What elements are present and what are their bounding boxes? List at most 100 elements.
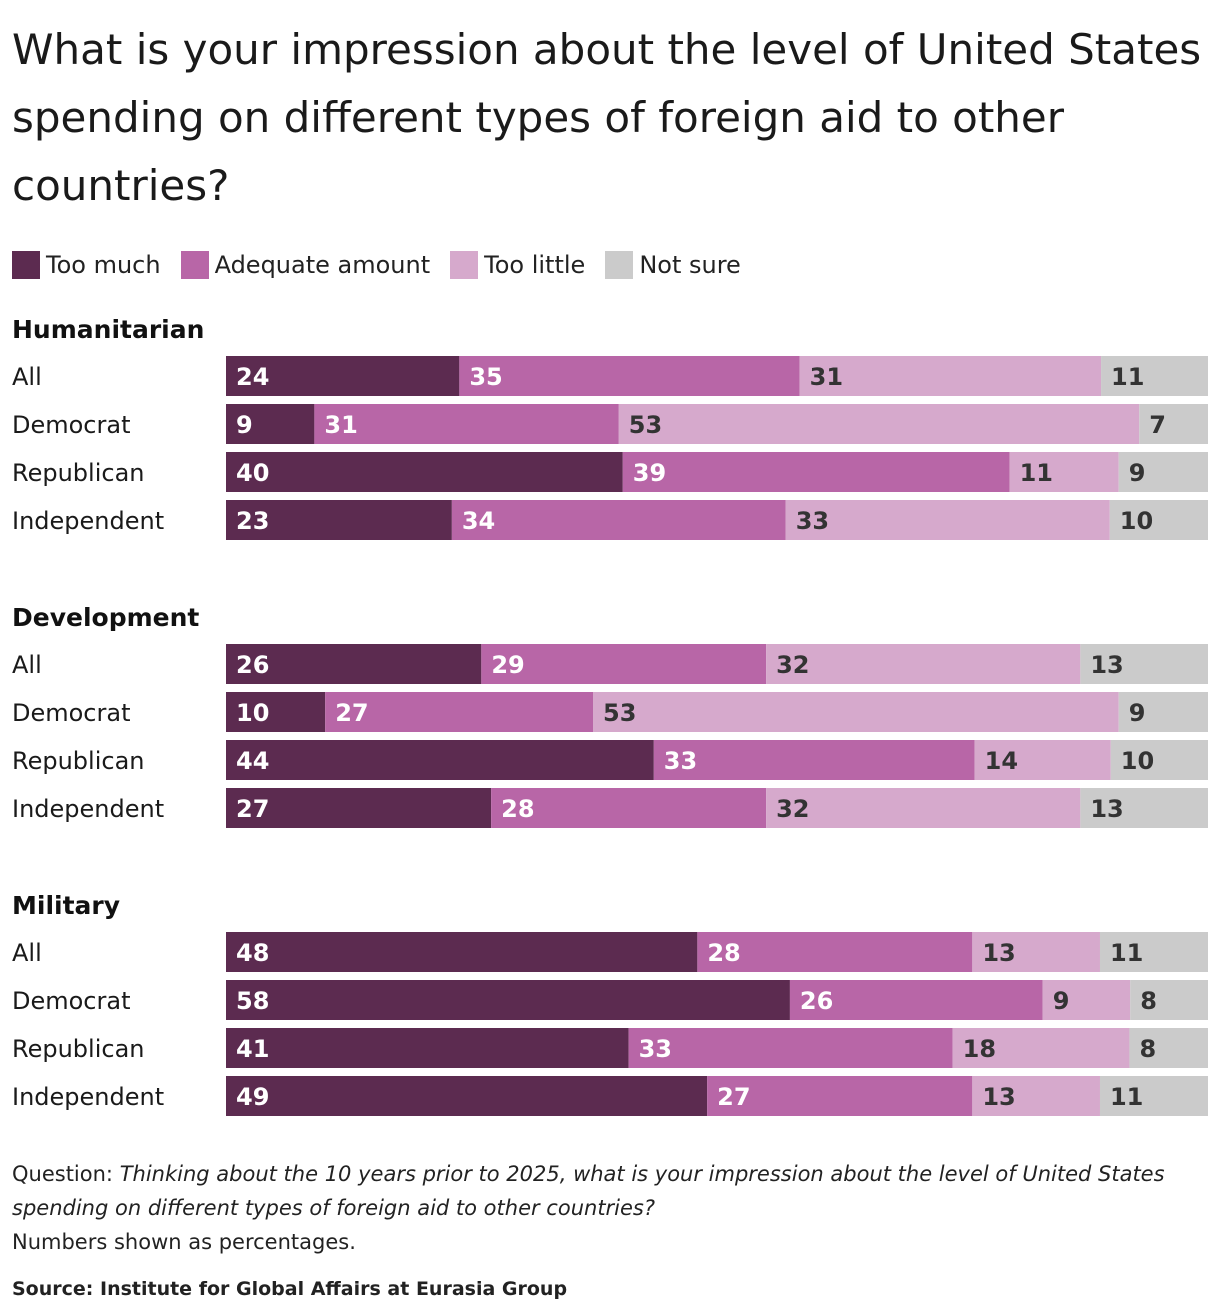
- data-label: 27: [236, 795, 269, 823]
- legend-item: Too little: [450, 251, 585, 279]
- row-label: All: [12, 939, 42, 967]
- data-label: 13: [1090, 795, 1123, 823]
- data-label: 33: [796, 507, 829, 535]
- bar-segment: [325, 692, 594, 732]
- data-label: 35: [469, 363, 502, 391]
- data-label: 9: [1053, 987, 1070, 1015]
- legend-label: Too little: [484, 251, 586, 279]
- row-label: Democrat: [12, 699, 131, 727]
- bar-segment: [766, 788, 1081, 828]
- data-label: 41: [236, 1035, 269, 1063]
- bar-segment: [1080, 788, 1208, 828]
- bar-segment: [628, 1028, 953, 1068]
- data-label: 10: [1120, 507, 1153, 535]
- data-label: 49: [236, 1083, 269, 1111]
- data-label: 34: [462, 507, 495, 535]
- data-label: 7: [1149, 411, 1166, 439]
- data-label: 28: [501, 795, 534, 823]
- group-heading: Military: [12, 891, 120, 920]
- data-label: 10: [1121, 747, 1154, 775]
- legend-label: Adequate amount: [214, 251, 431, 279]
- bar-segment: [226, 1076, 708, 1116]
- row-label: Democrat: [12, 411, 131, 439]
- bar-segment: [974, 740, 1111, 780]
- data-label: 31: [324, 411, 357, 439]
- data-label: 11: [1111, 363, 1144, 391]
- group-heading: Development: [12, 603, 199, 632]
- legend-item: Not sure: [605, 251, 741, 279]
- bar-segment: [653, 740, 975, 780]
- legend-swatch: [180, 251, 209, 279]
- bar-segment: [226, 500, 452, 540]
- data-label: 11: [1110, 1083, 1143, 1111]
- bar-segment: [618, 404, 1140, 444]
- data-label: 32: [776, 795, 809, 823]
- data-label: 8: [1139, 1035, 1156, 1063]
- legend-item: Adequate amount: [180, 251, 431, 279]
- row-label: All: [12, 651, 42, 679]
- bar-segment: [1080, 644, 1208, 684]
- bar-segment: [622, 452, 1010, 492]
- data-label: 11: [1020, 459, 1053, 487]
- legend-item: Too much: [12, 251, 161, 279]
- bar-segment: [226, 1028, 629, 1068]
- bar-segment: [226, 404, 315, 444]
- data-label: 8: [1140, 987, 1157, 1015]
- bar-segment: [972, 932, 1100, 972]
- data-label: 9: [1129, 699, 1146, 727]
- bar-segment: [226, 740, 654, 780]
- bar-segment: [226, 788, 492, 828]
- legend-swatch: [12, 251, 40, 279]
- row-label: Republican: [12, 459, 145, 487]
- data-label: 40: [236, 459, 269, 487]
- data-label: 18: [963, 1035, 996, 1063]
- bar-segment: [226, 692, 326, 732]
- source-credit: Source: Institute for Global Affairs at …: [12, 1278, 568, 1300]
- data-label: 13: [982, 939, 1015, 967]
- legend-swatch: [605, 251, 634, 279]
- data-label: 13: [1090, 651, 1123, 679]
- group-heading: Humanitarian: [12, 315, 204, 344]
- bar-segment: [481, 644, 767, 684]
- data-label: 14: [985, 747, 1018, 775]
- bar-segment: [1110, 740, 1208, 780]
- data-label: 26: [236, 651, 269, 679]
- data-label: 44: [236, 747, 269, 775]
- data-label: 28: [707, 939, 740, 967]
- bar-segment: [697, 932, 973, 972]
- data-label: 24: [236, 363, 269, 391]
- bar-segment: [226, 452, 623, 492]
- chart-title: What is your impression about the level …: [12, 25, 1202, 210]
- bar-segment: [1130, 980, 1208, 1020]
- data-label: 53: [603, 699, 636, 727]
- legend-label: Not sure: [639, 251, 741, 279]
- bar-segment: [226, 356, 460, 396]
- bar-segment: [1129, 1028, 1208, 1068]
- bar-segment: [972, 1076, 1100, 1116]
- bar-segment: [1009, 452, 1119, 492]
- bar-segment: [593, 692, 1119, 732]
- bar-segment: [785, 500, 1110, 540]
- bar-segment: [952, 1028, 1130, 1068]
- bar-segment: [1099, 1076, 1208, 1116]
- legend: Too much Adequate amount Too little Not sur…: [12, 250, 761, 280]
- data-label: 32: [776, 651, 809, 679]
- data-label: 27: [717, 1083, 750, 1111]
- data-label: 33: [664, 747, 697, 775]
- data-label: 48: [236, 939, 269, 967]
- question-footnote: Question: Thinking about the 10 years pr…: [12, 1157, 1208, 1225]
- row-label: All: [12, 363, 42, 391]
- bar-segment: [314, 404, 619, 444]
- bar-segment: [1118, 692, 1208, 732]
- data-label: 23: [236, 507, 269, 535]
- percentage-note: Numbers shown as percentages.: [12, 1230, 356, 1254]
- row-label: Independent: [12, 795, 164, 823]
- row-label: Independent: [12, 1083, 164, 1111]
- bar-segment: [1101, 356, 1208, 396]
- row-label: Republican: [12, 1035, 145, 1063]
- bar-segment: [459, 356, 800, 396]
- row-label: Independent: [12, 507, 164, 535]
- bar-segment: [766, 644, 1081, 684]
- legend-swatch: [450, 251, 479, 279]
